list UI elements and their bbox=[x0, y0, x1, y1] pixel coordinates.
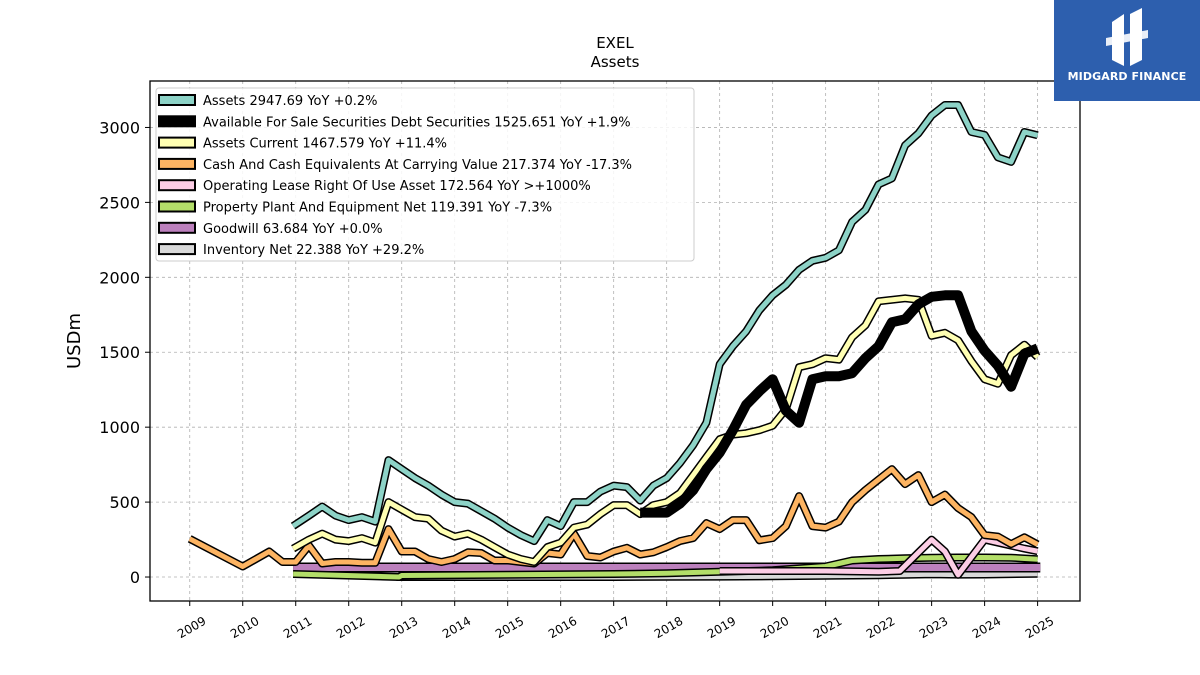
legend-swatch bbox=[158, 221, 196, 234]
legend-label: Property Plant And Equipment Net 119.391… bbox=[203, 201, 552, 216]
legend-label: Goodwill 63.684 YoY +0.0% bbox=[203, 222, 383, 237]
plot-frame bbox=[149, 80, 1081, 602]
legend-swatch bbox=[158, 136, 196, 149]
y-tick-label: 3000 bbox=[99, 118, 140, 137]
x-tick-label: 2011 bbox=[281, 614, 314, 641]
logo-text: MIDGARD FINANCE bbox=[1067, 70, 1187, 83]
x-tick-label: 2009 bbox=[175, 614, 208, 641]
x-tick-label: 2020 bbox=[758, 614, 791, 641]
chart-title: EXEL bbox=[596, 34, 634, 52]
series-assets bbox=[290, 101, 1039, 546]
legend-label: Operating Lease Right Of Use Asset 172.5… bbox=[203, 179, 591, 194]
x-tick-label: 2017 bbox=[599, 614, 632, 641]
legend-swatch bbox=[158, 243, 196, 256]
series-assets-current bbox=[291, 294, 1041, 566]
x-tick-label: 2023 bbox=[917, 614, 950, 641]
y-tick-label: 1000 bbox=[99, 418, 140, 437]
x-tick-label: 2022 bbox=[864, 614, 897, 641]
x-tick-label: 2010 bbox=[228, 614, 261, 641]
series-available-for-sale-securities-debt-securities bbox=[640, 290, 1040, 518]
x-tick-label: 2013 bbox=[387, 614, 420, 641]
midgard-logo-icon bbox=[1106, 8, 1148, 66]
x-tick-label: 2015 bbox=[493, 614, 526, 641]
x-tick-label: 2018 bbox=[652, 614, 685, 641]
y-tick-label: 0 bbox=[130, 568, 140, 587]
y-axis-label: USDm bbox=[64, 313, 85, 369]
legend-swatch bbox=[158, 200, 196, 213]
x-tick-label: 2012 bbox=[334, 614, 367, 641]
legend: Assets 2947.69 YoY +0.2% Available For Sa… bbox=[155, 87, 695, 262]
x-tick-label: 2016 bbox=[546, 614, 579, 641]
legend-swatch bbox=[158, 179, 196, 192]
series-cash-and-cash-equivalents-at-carrying-value bbox=[187, 465, 1040, 571]
y-tick-label: 2500 bbox=[99, 193, 140, 212]
legend-label: Available For Sale Securities Debt Secur… bbox=[203, 115, 631, 130]
legend-label: Inventory Net 22.388 YoY +29.2% bbox=[203, 243, 424, 258]
legend-swatch bbox=[158, 157, 196, 170]
legend-label: Assets 2947.69 YoY +0.2% bbox=[203, 94, 378, 109]
series-line bbox=[291, 102, 1039, 544]
legend-swatch bbox=[158, 115, 196, 128]
x-tick-label: 2019 bbox=[705, 614, 738, 641]
chart-subtitle: Assets bbox=[591, 53, 640, 71]
x-tick-label: 2021 bbox=[811, 614, 844, 641]
series-line bbox=[640, 291, 1039, 517]
legend-label: Cash And Cash Equivalents At Carrying Va… bbox=[203, 158, 632, 173]
brand-logo: MIDGARD FINANCE bbox=[1054, 0, 1200, 101]
legend-box bbox=[155, 87, 695, 262]
series-line bbox=[188, 466, 1039, 569]
series-line bbox=[291, 295, 1040, 565]
y-tick-label: 1500 bbox=[99, 343, 140, 362]
series-outline bbox=[291, 294, 1041, 566]
legend-label: Assets Current 1467.579 YoY +11.4% bbox=[203, 137, 447, 152]
series-layer bbox=[187, 101, 1041, 581]
y-tick-label: 500 bbox=[109, 493, 140, 512]
x-tick-label: 2025 bbox=[1023, 614, 1056, 641]
x-tick-label: 2024 bbox=[970, 614, 1003, 641]
x-tick-label: 2014 bbox=[440, 614, 473, 641]
legend-swatch bbox=[158, 94, 196, 106]
y-tick-label: 2000 bbox=[99, 268, 140, 287]
